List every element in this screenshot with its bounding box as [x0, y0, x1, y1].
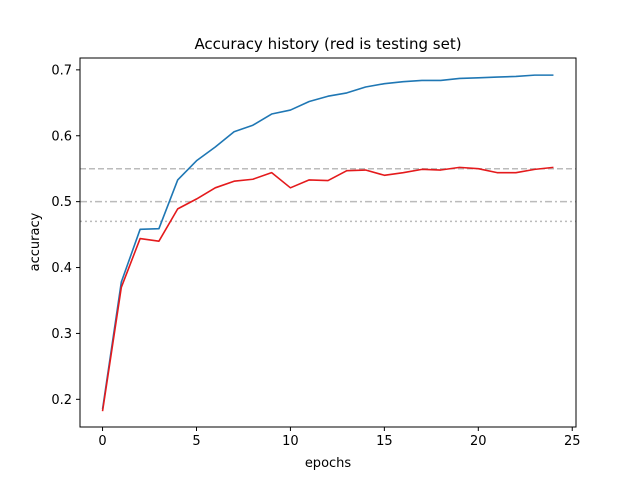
- x-tick-label: 5: [192, 434, 200, 449]
- chart-title: Accuracy history (red is testing set): [194, 35, 461, 53]
- reference-lines: [80, 167, 576, 223]
- y-axis-label: accuracy: [28, 212, 43, 271]
- x-tick-label: 15: [376, 434, 393, 449]
- series-layer: [101, 74, 554, 412]
- x-tick-label: 25: [564, 434, 581, 449]
- y-tick-label: 0.2: [51, 393, 72, 408]
- x-axis-label: epochs: [305, 456, 352, 471]
- y-tick-label: 0.7: [51, 63, 72, 78]
- plot-area-frame: [79, 57, 577, 428]
- x-tick-label: 0: [98, 434, 106, 449]
- y-axis-ticks: 0.2 0.3 0.4 0.5 0.6 0.7: [51, 63, 80, 408]
- x-axis-ticks: 0 5 10 15 20 25: [98, 427, 581, 449]
- series-line-training: [101, 74, 554, 410]
- y-tick-label: 0.6: [51, 129, 72, 144]
- y-tick-label: 0.4: [51, 261, 72, 276]
- y-tick-label: 0.5: [51, 195, 72, 210]
- x-tick-label: 10: [282, 434, 299, 449]
- x-tick-label: 20: [470, 434, 487, 449]
- series-line-testing: [101, 166, 554, 412]
- y-tick-label: 0.3: [51, 327, 72, 342]
